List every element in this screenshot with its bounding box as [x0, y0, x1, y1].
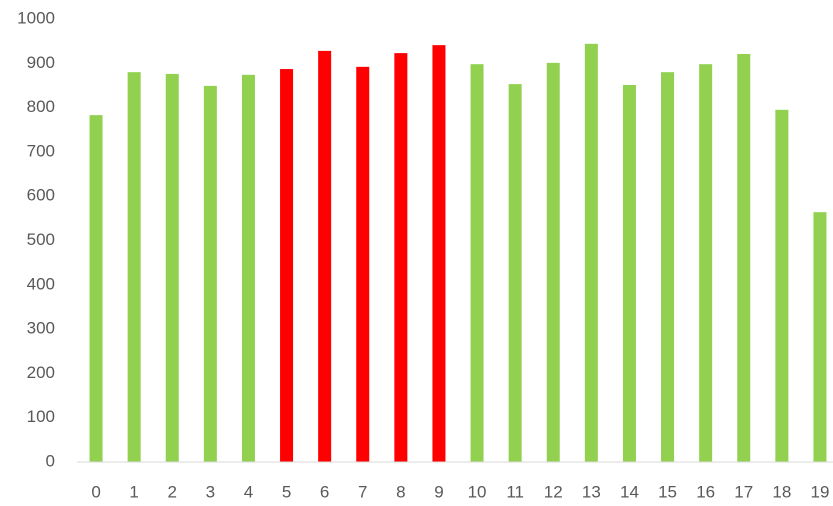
y-tick-label: 0: [46, 451, 55, 470]
y-tick-label: 600: [27, 186, 55, 205]
x-tick-label: 6: [320, 482, 329, 501]
bar: [661, 72, 675, 462]
bar: [508, 84, 522, 462]
bar: [737, 53, 751, 462]
bar: [280, 69, 294, 463]
y-tick-label: 800: [27, 97, 55, 116]
x-tick-label: 15: [658, 482, 677, 501]
x-tick-label: 17: [734, 482, 753, 501]
bar: [394, 53, 408, 463]
x-tick-label: 2: [168, 482, 177, 501]
bar: [775, 109, 789, 462]
x-tick-label: 18: [772, 482, 791, 501]
x-tick-label: 7: [358, 482, 367, 501]
y-tick-label: 200: [27, 363, 55, 382]
x-tick-label: 4: [244, 482, 253, 501]
x-tick-label: 1: [129, 482, 138, 501]
bar: [356, 66, 370, 463]
x-tick-label: 19: [810, 482, 829, 501]
bar: [546, 62, 560, 463]
bar: [318, 50, 332, 463]
x-tick-label: 8: [396, 482, 405, 501]
y-tick-label: 500: [27, 230, 55, 249]
x-tick-label: 9: [434, 482, 443, 501]
bar: [584, 43, 598, 463]
bar: [127, 72, 141, 462]
y-tick-label: 300: [27, 319, 55, 338]
bar: [165, 73, 179, 462]
x-tick-label: 13: [582, 482, 601, 501]
bar: [699, 64, 713, 462]
bar: [432, 45, 446, 463]
x-tick-label: 11: [506, 482, 524, 501]
x-tick-label: 3: [206, 482, 215, 501]
y-tick-label: 1000: [17, 8, 55, 27]
bar: [241, 74, 255, 463]
x-tick-label: 12: [544, 482, 563, 501]
x-tick-label: 5: [282, 482, 291, 501]
bar: [813, 212, 827, 462]
y-tick-label: 400: [27, 274, 55, 293]
x-tick-label: 0: [91, 482, 100, 501]
bar: [203, 85, 217, 462]
y-tick-label: 900: [27, 53, 55, 72]
y-tick-label: 700: [27, 141, 55, 160]
x-tick-label: 14: [620, 482, 639, 501]
x-tick-label: 16: [696, 482, 715, 501]
bar: [89, 115, 103, 463]
bar: [622, 85, 636, 462]
y-tick-label: 100: [27, 407, 55, 426]
bar: [470, 64, 484, 462]
x-tick-label: 10: [468, 482, 487, 501]
